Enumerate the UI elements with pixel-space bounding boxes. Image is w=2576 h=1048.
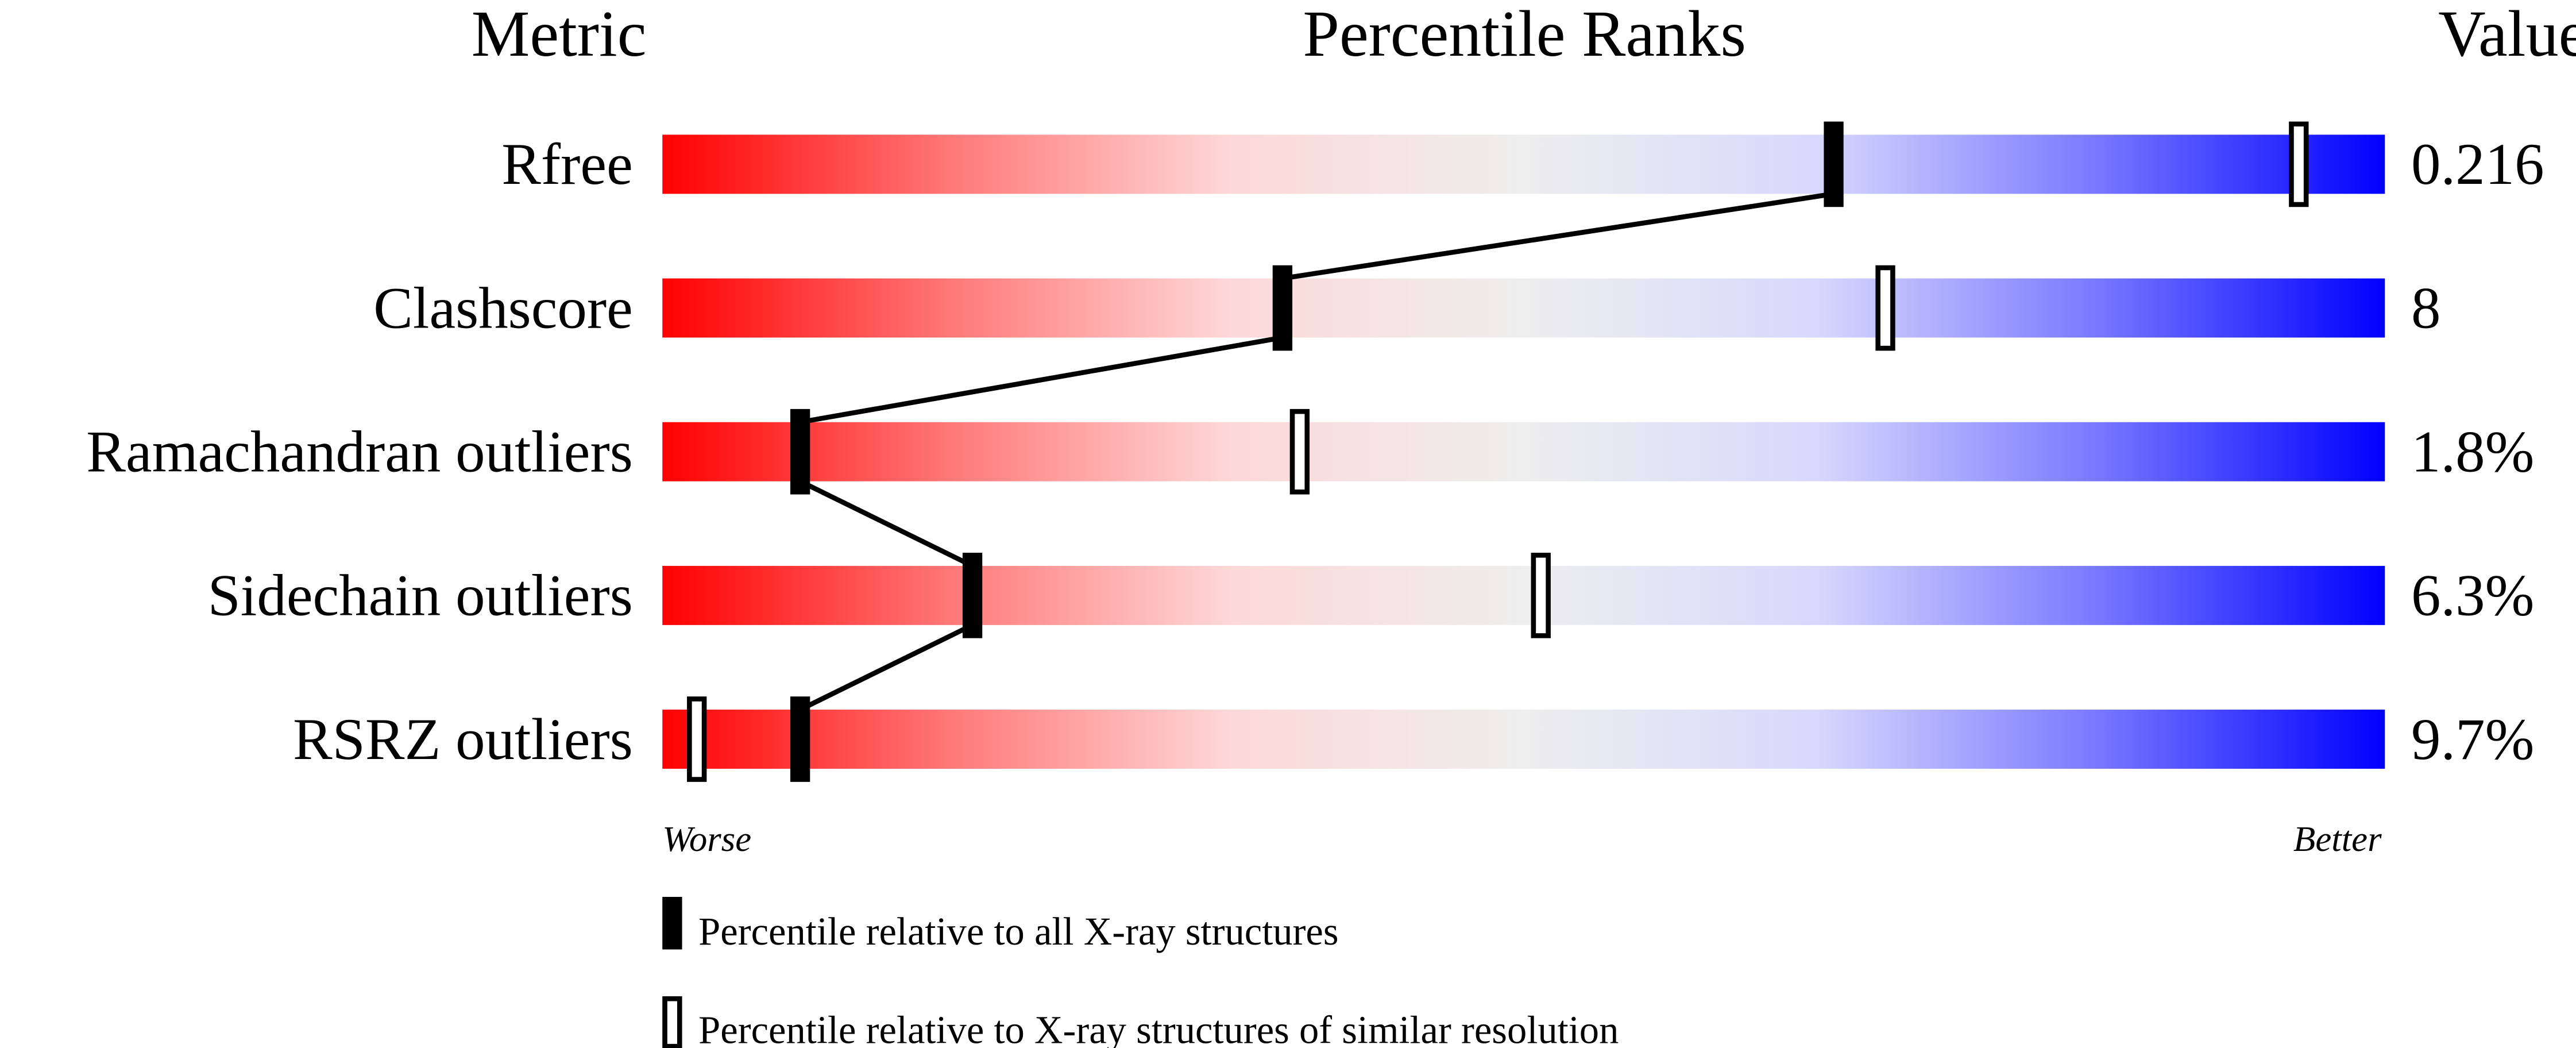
legend-hollow-marker <box>662 996 682 1048</box>
axis-label-better: Better <box>2293 819 2382 859</box>
similar-resolution-percentile-marker <box>1531 553 1551 638</box>
all-structures-percentile-marker <box>1824 121 1844 207</box>
all-structures-percentile-marker <box>962 553 983 638</box>
similar-resolution-percentile-marker <box>1875 265 1895 351</box>
connector-line <box>799 622 974 712</box>
percentile-bar <box>662 710 2385 769</box>
metric-value: 1.8% <box>2411 419 2534 485</box>
similar-resolution-percentile-marker <box>687 696 707 782</box>
header-percentile-ranks: Percentile Ranks <box>1303 0 1746 70</box>
metric-value: 6.3% <box>2411 563 2534 629</box>
metric-label: Clashscore <box>373 275 633 341</box>
metric-label: Sidechain outliers <box>208 563 633 629</box>
metric-value: 8 <box>2411 275 2440 341</box>
metric-label: Rfree <box>501 132 633 197</box>
header-value: Value <box>2438 0 2576 70</box>
metric-value: 0.216 <box>2411 132 2544 197</box>
legend-label-similar: Percentile relative to X-ray structures … <box>698 1008 1619 1048</box>
connector-line <box>799 479 974 568</box>
similar-resolution-percentile-marker <box>1289 409 1310 495</box>
metric-value: 9.7% <box>2411 707 2534 772</box>
percentile-bar <box>662 134 2385 194</box>
percentile-bar <box>662 565 2385 625</box>
metric-label: RSRZ outliers <box>293 707 633 772</box>
legend-label-all: Percentile relative to all X-ray structu… <box>698 910 1338 953</box>
all-structures-percentile-marker <box>790 696 810 782</box>
percentile-bar <box>662 278 2385 338</box>
all-structures-percentile-marker <box>790 409 810 495</box>
percentile-bar <box>662 422 2385 481</box>
all-structures-percentile-marker <box>1272 265 1293 351</box>
header-metric: Metric <box>472 0 647 70</box>
legend-filled-marker <box>662 896 682 950</box>
connector-line <box>800 335 1283 425</box>
metric-label: Ramachandran outliers <box>86 419 633 485</box>
connector-line <box>1282 191 1835 281</box>
similar-resolution-percentile-marker <box>2289 121 2309 207</box>
axis-label-worse: Worse <box>662 819 751 859</box>
